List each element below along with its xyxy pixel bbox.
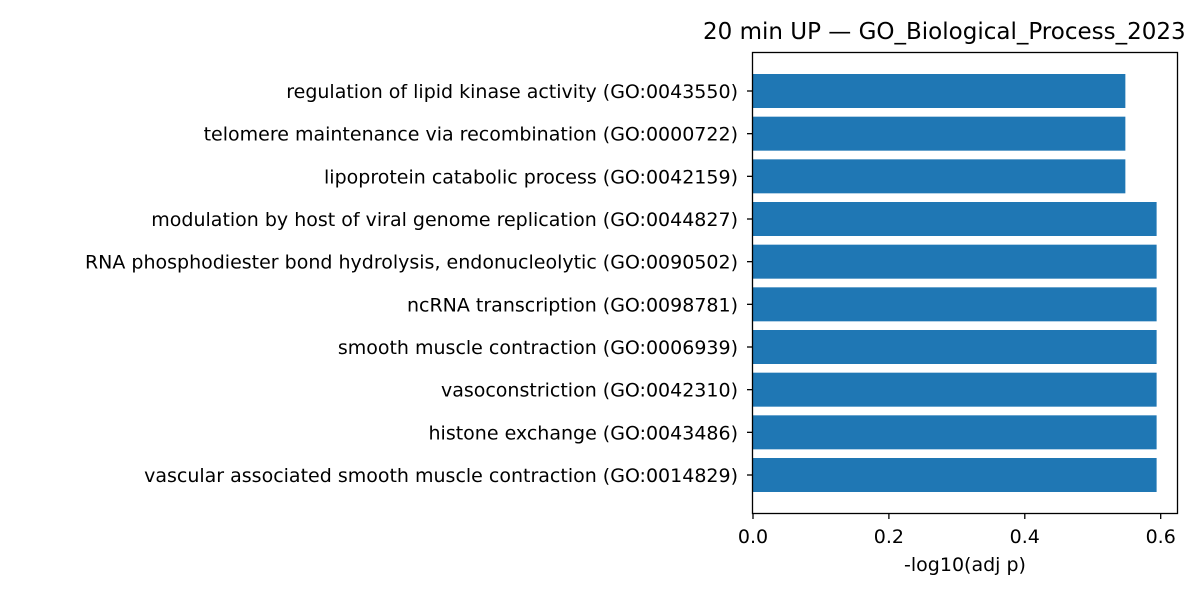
category-label: telomere maintenance via recombination (… bbox=[204, 124, 738, 146]
bar bbox=[753, 159, 1126, 194]
category-label: vasoconstriction (GO:0042310) bbox=[441, 380, 738, 402]
bar bbox=[753, 202, 1157, 236]
bar bbox=[753, 287, 1157, 322]
category-label: modulation by host of viral genome repli… bbox=[151, 209, 738, 231]
bar bbox=[753, 330, 1157, 364]
x-axis-label: -log10(adj p) bbox=[904, 554, 1026, 576]
x-tick-label: 0.6 bbox=[1146, 526, 1176, 548]
x-tick-label: 0.2 bbox=[874, 526, 904, 548]
bar bbox=[753, 372, 1157, 407]
bar bbox=[753, 74, 1126, 108]
bar bbox=[753, 244, 1157, 279]
bars-group bbox=[753, 74, 1157, 492]
category-label: histone exchange (GO:0043486) bbox=[429, 422, 738, 444]
category-label: ncRNA transcription (GO:0098781) bbox=[407, 294, 738, 316]
category-labels-group: regulation of lipid kinase activity (GO:… bbox=[85, 81, 753, 487]
category-label: lipoprotein catabolic process (GO:004215… bbox=[324, 166, 738, 188]
chart-title: 20 min UP — GO_Biological_Process_2023 bbox=[703, 19, 1186, 45]
bar bbox=[753, 116, 1126, 151]
category-label: vascular associated smooth muscle contra… bbox=[144, 465, 738, 487]
bar bbox=[753, 458, 1157, 492]
x-tick-label: 0.0 bbox=[738, 526, 768, 548]
category-label: RNA phosphodiester bond hydrolysis, endo… bbox=[85, 252, 738, 274]
category-label: smooth muscle contraction (GO:0006939) bbox=[338, 337, 738, 359]
x-axis: 0.0 0.2 0.4 0.6 bbox=[738, 513, 1176, 548]
x-tick-label: 0.4 bbox=[1010, 526, 1040, 548]
bar bbox=[753, 415, 1157, 450]
plot-frame bbox=[751, 51, 1179, 515]
category-label: regulation of lipid kinase activity (GO:… bbox=[286, 81, 738, 103]
